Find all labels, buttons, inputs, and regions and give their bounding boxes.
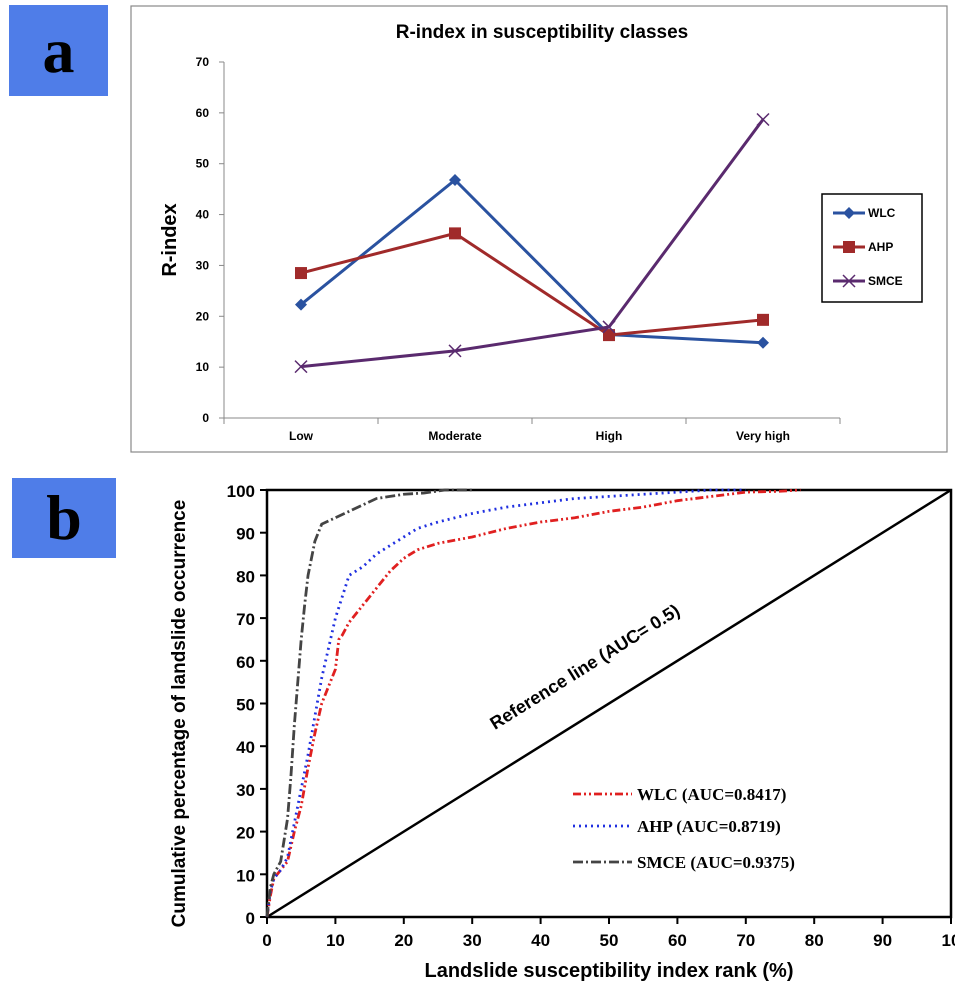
chart-b-y-tick-label: 70 xyxy=(236,610,255,629)
chart-a-point xyxy=(449,227,461,240)
chart-b-y-tick-label: 60 xyxy=(236,653,255,672)
chart-a-y-tick-label: 20 xyxy=(196,309,210,323)
chart-b-x-tick-label: 10 xyxy=(326,931,345,950)
chart-a-x-tick-label: High xyxy=(596,429,623,443)
chart-a-y-axis-label: R-index xyxy=(159,203,181,276)
chart-a-series-ahp xyxy=(295,227,769,342)
chart-b-x-tick-label: 0 xyxy=(262,931,271,950)
chart-a-point xyxy=(843,207,855,219)
chart-b-reference-line xyxy=(266,488,952,919)
chart-a-y-tick-label: 30 xyxy=(196,258,210,272)
chart-b-y-tick-label: 20 xyxy=(236,824,255,843)
chart-a-title: R-index in susceptibility classes xyxy=(396,22,689,43)
panel-label-a: a xyxy=(9,5,108,96)
chart-a-y-tick-label: 50 xyxy=(196,157,210,171)
chart-a-y-tick-label: 40 xyxy=(196,208,210,222)
chart-a-point xyxy=(603,329,615,342)
chart-b-y-tick-label: 10 xyxy=(236,866,255,885)
chart-a-point xyxy=(602,320,616,334)
chart-b-y-tick-label: 80 xyxy=(236,567,255,586)
chart-a-series-line xyxy=(300,118,765,369)
chart-b-legend-label: WLC (AUC=0.8417) xyxy=(637,785,786,804)
chart-a-frame xyxy=(130,5,948,453)
chart-a-point xyxy=(842,274,856,288)
chart-b-series-line-2 xyxy=(265,488,473,918)
chart-a-point xyxy=(295,298,307,311)
chart-a-y-tick-label: 10 xyxy=(196,360,210,374)
chart-b-legend-entry: AHP (AUC=0.8719) xyxy=(573,817,781,836)
chart-b-y-tick-label: 0 xyxy=(246,909,255,928)
chart-b-x-tick-label: 90 xyxy=(873,931,892,950)
chart-a-x-tick-label: Low xyxy=(289,429,314,443)
chart-a-point xyxy=(756,112,770,126)
chart-a-point xyxy=(757,336,769,349)
chart-b-x-tick-label: 70 xyxy=(736,931,755,950)
chart-a-x-tick-label: Very high xyxy=(736,429,790,443)
chart-a-point xyxy=(448,344,462,358)
chart-a-legend-label: AHP xyxy=(868,240,893,254)
chart-a-y-tick-label: 0 xyxy=(202,411,209,425)
chart-b-x-axis-label: Landslide susceptibility index rank (%) xyxy=(425,960,794,982)
chart-b-y-axis-label: Cumulative percentage of landslide occur… xyxy=(169,500,190,928)
chart-b-y-tick-label: 90 xyxy=(236,525,255,544)
chart-b-y-tick-label: 40 xyxy=(236,738,255,757)
chart-a-series-smce xyxy=(294,112,770,374)
chart-b-reference-label: Reference line (AUC= 0.5) xyxy=(486,600,683,733)
chart-a-y-tick-label: 60 xyxy=(196,106,210,120)
chart-a-point xyxy=(757,313,769,326)
chart-a-point xyxy=(843,241,855,253)
chart-a-y-tick-label: 70 xyxy=(196,55,210,69)
chart-a-legend-entry: WLC xyxy=(833,206,896,220)
chart-a-point xyxy=(295,267,307,280)
chart-a-legend-entry: AHP xyxy=(833,240,893,254)
chart-b-x-tick-label: 10 xyxy=(942,931,955,950)
chart-a-series-wlc xyxy=(295,173,769,349)
panel-label-b: b xyxy=(12,478,116,558)
chart-b-x-tick-label: 50 xyxy=(600,931,619,950)
chart-b-legend-label: AHP (AUC=0.8719) xyxy=(637,817,781,836)
chart-b-x-tick-label: 40 xyxy=(531,931,550,950)
chart-b-series-line-0 xyxy=(265,488,801,918)
chart-a-legend-entry: SMCE xyxy=(833,274,903,288)
chart-a-series-line xyxy=(300,177,764,345)
chart-a-r-index: R-index in susceptibility classes 0 10 20 30… xyxy=(130,5,948,453)
chart-b-x-tick-label: 20 xyxy=(394,931,413,950)
chart-b-y-tick-label: 50 xyxy=(236,696,255,715)
chart-a-point xyxy=(449,173,461,186)
chart-b-x-tick-label: 60 xyxy=(668,931,687,950)
chart-b-legend-entry: SMCE (AUC=0.9375) xyxy=(573,853,795,872)
chart-a-legend-label: SMCE xyxy=(868,274,903,288)
chart-a-point xyxy=(294,360,308,374)
chart-b-legend-label: SMCE (AUC=0.9375) xyxy=(637,853,795,872)
chart-b-y-tick-label: 30 xyxy=(236,781,255,800)
chart-b-legend-entry: WLC (AUC=0.8417) xyxy=(573,785,786,804)
chart-b-y-tick-label: 100 xyxy=(227,482,255,501)
chart-a-series-line xyxy=(300,231,764,337)
chart-a-x-tick-label: Moderate xyxy=(428,429,482,443)
chart-b-x-tick-label: 80 xyxy=(805,931,824,950)
chart-b-x-tick-label: 30 xyxy=(463,931,482,950)
chart-a-legend-label: WLC xyxy=(868,206,896,220)
